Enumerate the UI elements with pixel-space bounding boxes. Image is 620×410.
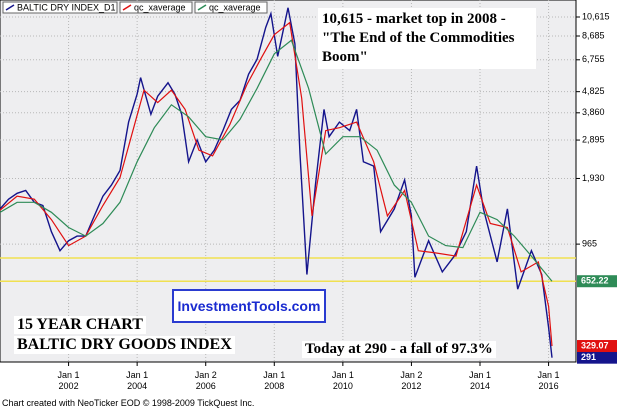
series-line — [0, 7, 553, 358]
legend-box — [2, 1, 118, 14]
legend-label: qc_xaverage — [134, 2, 186, 12]
x-tick-label: Jan 1 2014 — [468, 370, 492, 391]
x-tick-label: Jan 1 2016 — [537, 370, 560, 391]
x-tick-label: Jan 1 2010 — [331, 370, 354, 391]
y-tick-label: 3,860 — [582, 107, 605, 117]
last-value-label: 291 — [581, 352, 596, 362]
last-value-box — [577, 340, 617, 353]
legend-label: qc_xaverage — [209, 2, 261, 12]
last-value-label: 329.07 — [581, 340, 609, 350]
legend-box — [194, 1, 268, 14]
legend-label: BALTIC DRY INDEX_D1 — [17, 2, 116, 12]
last-value-tag: 291 — [577, 351, 617, 364]
last-value-label: 652.22 — [581, 276, 609, 286]
last-value-tag: 652.22 — [577, 275, 617, 288]
y-tick-label: 1,930 — [582, 173, 605, 183]
legend-box — [119, 1, 193, 14]
watermark: InvestmentTools.com — [172, 289, 326, 323]
annotation-title: 15 YEAR CHART — [14, 316, 146, 334]
series-line — [0, 21, 553, 347]
y-tick-label: 6,755 — [582, 54, 605, 64]
annotation-top: 10,615 - market top in 2008 - "The End o… — [318, 8, 536, 69]
y-tick-label: 4,825 — [582, 86, 605, 96]
y-tick-label: 2,895 — [582, 134, 605, 144]
legend-swatch — [122, 4, 132, 11]
x-tick-label: Jan 2 2006 — [194, 370, 217, 391]
footer: Chart created with NeoTicker EOD © 1998-… — [2, 398, 255, 408]
x-tick-label: Jan 1 2008 — [263, 370, 286, 391]
annotation-today: Today at 290 - a fall of 97.3% — [302, 341, 496, 358]
last-value-tag: 329.07 — [577, 340, 617, 353]
y-tick-label: 965 — [582, 238, 597, 248]
x-tick-label: Jan 1 2004 — [126, 370, 149, 391]
y-tick-label: 10,615 — [582, 11, 610, 21]
legend: BALTIC DRY INDEX_D1 qc_xaverage qc_xaverag… — [2, 1, 268, 14]
legend-swatch — [197, 4, 207, 11]
x-tick-label: Jan 2 2012 — [400, 370, 423, 391]
x-tick-label: Jan 1 2002 — [57, 370, 80, 391]
legend-swatch — [5, 4, 15, 11]
series-line — [0, 39, 553, 282]
annotation-subtitle: BALTIC DRY GOODS INDEX — [14, 336, 235, 354]
y-tick-label: 8,685 — [582, 30, 605, 40]
last-value-box — [577, 275, 617, 288]
last-value-box — [577, 351, 617, 364]
